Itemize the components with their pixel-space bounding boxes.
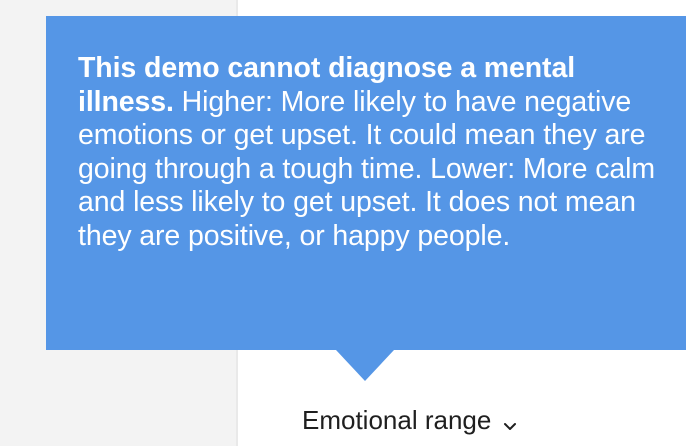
tooltip-disclaimer: This demo cannot diagnose a mental illne… — [78, 52, 576, 118]
trait-dropdown[interactable]: Emotional range — [302, 400, 519, 440]
info-tooltip: This demo cannot diagnose a mental illne… — [46, 16, 686, 350]
tooltip-arrow — [336, 350, 394, 381]
chevron-down-icon — [501, 411, 519, 430]
tooltip-description: Higher: More likely to have negative emo… — [78, 85, 655, 252]
trait-dropdown-label: Emotional range — [302, 404, 492, 435]
